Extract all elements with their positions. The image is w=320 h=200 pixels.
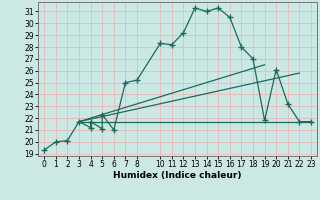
X-axis label: Humidex (Indice chaleur): Humidex (Indice chaleur)	[113, 171, 242, 180]
